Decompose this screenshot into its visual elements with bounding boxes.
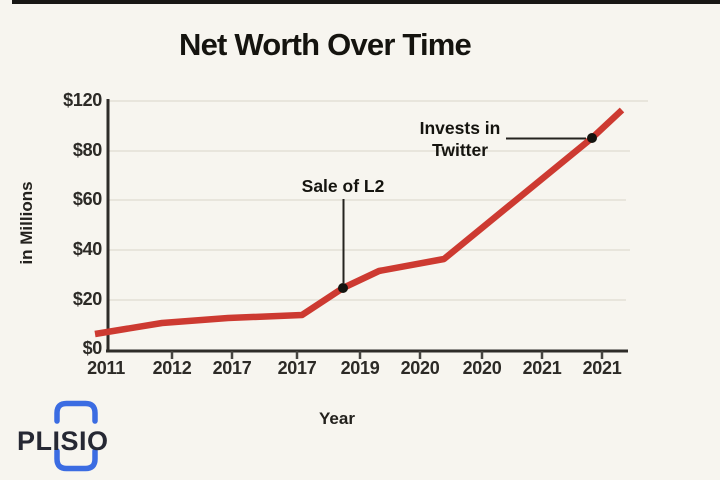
annotation-dot: [587, 133, 597, 143]
annotation-sale-of-l2: Sale of L2: [301, 176, 385, 196]
y-tick-label: $0: [82, 338, 103, 358]
x-tick-label: 2011: [87, 358, 125, 378]
x-tick-label: 2020: [462, 358, 502, 378]
top-border: [12, 0, 720, 4]
x-tick-label: 2017: [277, 358, 317, 378]
x-tick-label: 2021: [582, 358, 622, 378]
annotation-line-2: Twitter: [431, 140, 489, 160]
plisio-wordmark: PLISIO: [17, 426, 109, 456]
y-tick-label: $120: [63, 90, 102, 110]
x-tick-label: 2017: [212, 358, 252, 378]
y-tick-label: $40: [72, 239, 102, 259]
x-tick-label: 2020: [400, 358, 440, 378]
annotation-invests-in-twitter: Invests in Twitter: [404, 117, 516, 161]
x-tick-label: 2019: [340, 358, 380, 378]
x-tick-marks: [170, 351, 604, 359]
annotation-dot: [338, 283, 348, 293]
x-tick-label: 2012: [152, 358, 192, 378]
y-tick-label: $60: [72, 189, 102, 209]
y-tick-label: $20: [72, 289, 102, 309]
gridlines: [109, 100, 648, 301]
annotation-connectors: [342, 137, 586, 283]
chart-title: Net Worth Over Time: [179, 27, 472, 62]
y-tick-label: $80: [72, 140, 102, 160]
annotation-dots: [338, 133, 597, 293]
plisio-logo: PLISIO: [17, 398, 147, 474]
plisio-bracket-icon: [54, 400, 98, 472]
x-tick-label: 2021: [522, 358, 562, 378]
annotation-line-1: Invests in: [419, 118, 501, 138]
x-axis-title: Year: [319, 409, 355, 428]
